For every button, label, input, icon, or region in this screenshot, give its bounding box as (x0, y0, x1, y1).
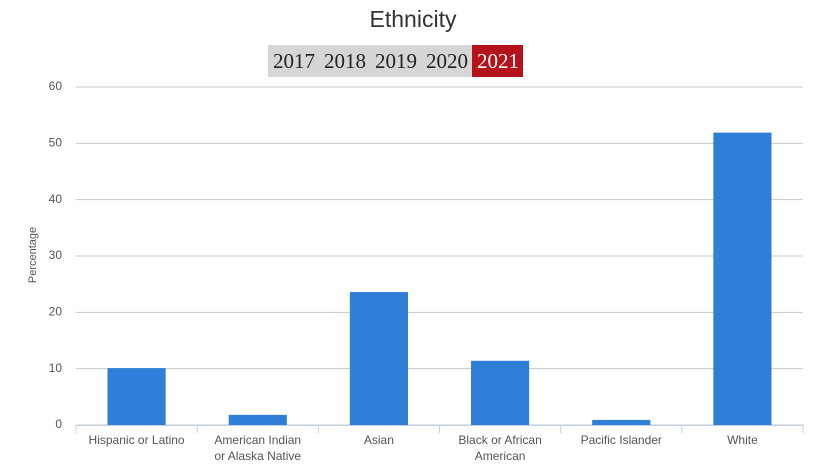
bar (713, 132, 772, 425)
chart-title: Ethnicity (370, 6, 457, 32)
bar (228, 414, 287, 425)
x-tick-label: Black or African American (458, 433, 542, 463)
bar (471, 360, 530, 425)
year-tab[interactable]: 2019 (370, 45, 421, 77)
y-tick-label: 30 (49, 248, 63, 262)
y-tick-label: 40 (49, 192, 63, 206)
x-tick-label: Asian (363, 433, 394, 447)
y-tick-label: 60 (49, 79, 63, 93)
y-tick-label: 10 (49, 361, 63, 375)
x-tick-label: Hispanic or Latino (88, 433, 185, 447)
year-tab[interactable]: 2017 (268, 45, 319, 77)
year-tab[interactable]: 2020 (421, 45, 472, 77)
y-tick-label: 20 (49, 305, 63, 319)
x-tick-label: White (727, 433, 758, 447)
bar (349, 292, 408, 425)
year-tab[interactable]: 2018 (319, 45, 370, 77)
x-tick-label: Pacific Islander (580, 433, 662, 447)
y-axis-label: Percentage (27, 227, 39, 283)
y-tick-label: 0 (55, 417, 62, 431)
year-tabs: 2017 2018 2019 2020 2021 (268, 45, 523, 77)
bar (592, 419, 651, 425)
year-tab[interactable]: 2021 (472, 45, 523, 77)
y-tick-label: 50 (49, 136, 63, 150)
x-tick-label: American Indian or Alaska Native (214, 433, 302, 463)
bar (107, 368, 166, 425)
